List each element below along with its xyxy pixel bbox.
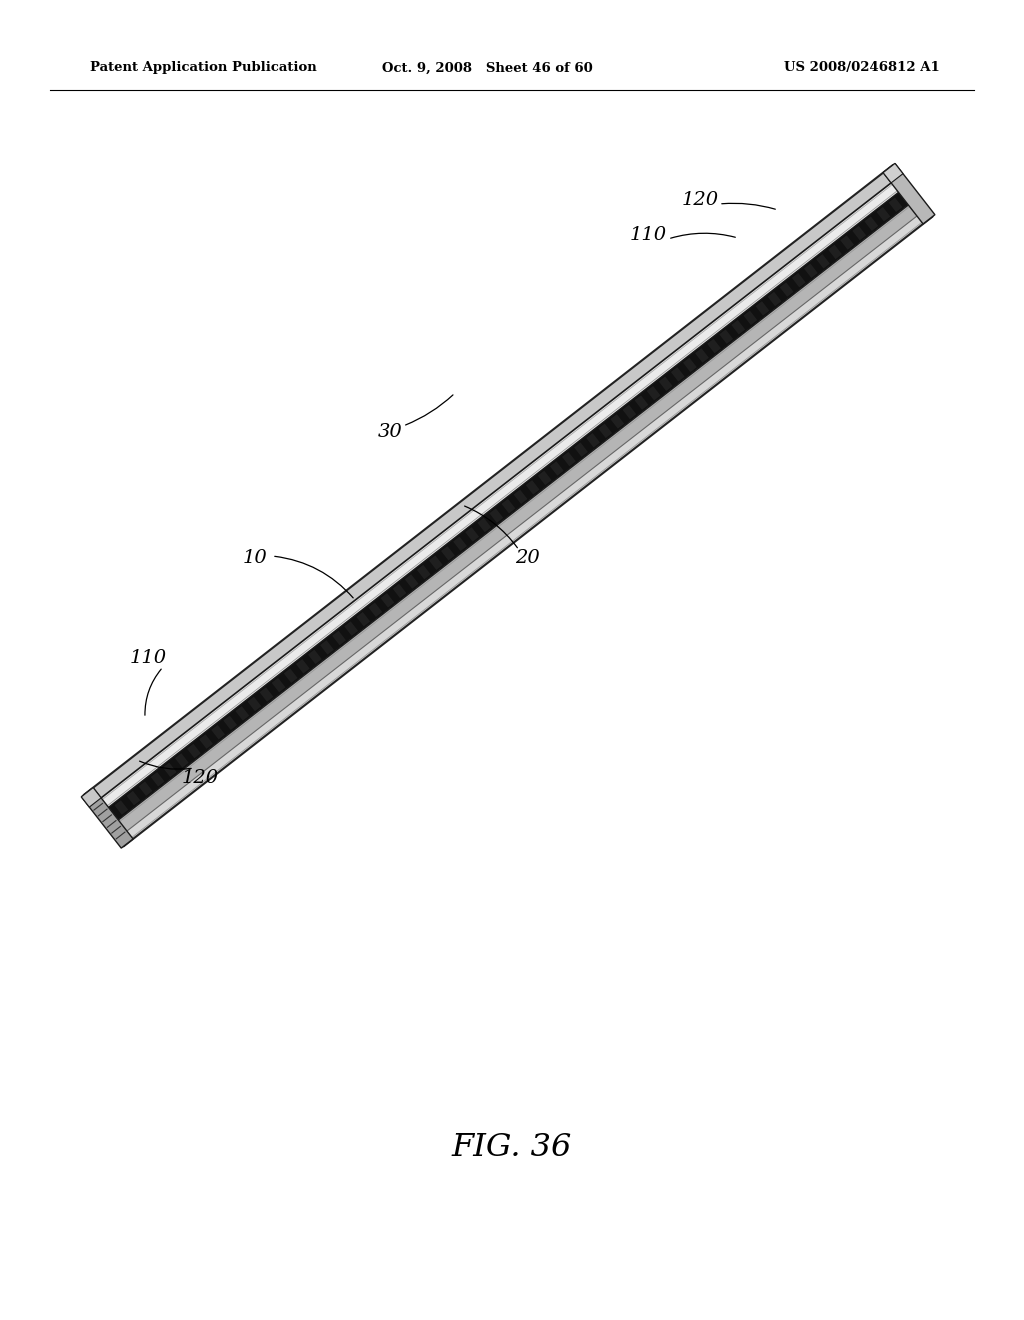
Polygon shape (465, 527, 479, 541)
Polygon shape (454, 537, 467, 550)
Polygon shape (175, 754, 188, 768)
Polygon shape (816, 255, 829, 268)
Polygon shape (151, 772, 165, 787)
Polygon shape (429, 556, 442, 570)
Polygon shape (99, 185, 918, 828)
Polygon shape (477, 517, 492, 532)
Polygon shape (647, 385, 660, 400)
Polygon shape (877, 207, 890, 222)
Text: US 2008/0246812 A1: US 2008/0246812 A1 (784, 62, 940, 74)
Polygon shape (381, 593, 394, 607)
Text: 30: 30 (378, 422, 402, 441)
Polygon shape (804, 264, 818, 279)
Polygon shape (852, 226, 866, 240)
FancyArrowPatch shape (465, 506, 517, 548)
Polygon shape (780, 282, 794, 297)
Polygon shape (841, 235, 854, 249)
Polygon shape (598, 424, 612, 438)
Text: 10: 10 (243, 549, 267, 568)
Polygon shape (550, 461, 563, 475)
Polygon shape (404, 574, 419, 589)
FancyArrowPatch shape (406, 395, 453, 425)
Polygon shape (84, 165, 901, 805)
Polygon shape (719, 330, 733, 343)
Polygon shape (768, 292, 781, 306)
Polygon shape (127, 791, 140, 805)
Polygon shape (828, 244, 842, 259)
Polygon shape (562, 451, 575, 466)
FancyArrowPatch shape (671, 234, 735, 238)
Text: 110: 110 (630, 226, 667, 244)
Polygon shape (115, 800, 128, 814)
Polygon shape (417, 565, 431, 579)
Polygon shape (81, 788, 101, 807)
Polygon shape (792, 273, 806, 288)
Polygon shape (883, 164, 935, 224)
Text: FIG. 36: FIG. 36 (452, 1133, 572, 1163)
FancyArrowPatch shape (145, 669, 161, 715)
Polygon shape (525, 480, 540, 495)
FancyArrowPatch shape (722, 203, 775, 209)
Text: 120: 120 (181, 770, 218, 787)
Polygon shape (92, 176, 908, 814)
Polygon shape (538, 471, 552, 486)
Text: 120: 120 (681, 191, 719, 209)
Polygon shape (441, 546, 455, 561)
Polygon shape (236, 706, 249, 721)
Polygon shape (502, 499, 515, 513)
Polygon shape (332, 631, 346, 645)
Polygon shape (369, 602, 382, 616)
Polygon shape (163, 763, 176, 777)
Polygon shape (756, 301, 769, 315)
Polygon shape (199, 734, 213, 748)
Polygon shape (284, 668, 298, 682)
Polygon shape (610, 414, 625, 429)
Polygon shape (883, 164, 903, 183)
Polygon shape (671, 367, 685, 381)
Text: Oct. 9, 2008   Sheet 46 of 60: Oct. 9, 2008 Sheet 46 of 60 (382, 62, 592, 74)
Polygon shape (393, 583, 407, 598)
Polygon shape (743, 310, 757, 325)
Polygon shape (731, 319, 745, 334)
Text: Patent Application Publication: Patent Application Publication (90, 62, 316, 74)
Polygon shape (109, 198, 933, 846)
FancyArrowPatch shape (139, 762, 191, 770)
Polygon shape (489, 508, 503, 523)
Polygon shape (223, 715, 237, 730)
Polygon shape (864, 216, 879, 231)
Polygon shape (109, 198, 927, 838)
Polygon shape (211, 725, 225, 739)
Polygon shape (321, 640, 334, 655)
Polygon shape (271, 678, 286, 692)
Polygon shape (138, 781, 153, 796)
Polygon shape (623, 405, 636, 420)
Polygon shape (344, 622, 358, 636)
Text: 20: 20 (515, 549, 540, 568)
Text: 110: 110 (129, 649, 167, 667)
Polygon shape (695, 348, 709, 363)
Polygon shape (889, 198, 902, 213)
Polygon shape (356, 612, 370, 627)
Polygon shape (260, 688, 273, 702)
Polygon shape (248, 697, 261, 711)
Polygon shape (708, 339, 721, 354)
Polygon shape (683, 358, 696, 372)
FancyArrowPatch shape (274, 556, 353, 598)
Polygon shape (514, 490, 527, 504)
Polygon shape (187, 744, 201, 758)
Polygon shape (635, 396, 648, 409)
Polygon shape (296, 659, 309, 673)
Polygon shape (658, 376, 673, 391)
Polygon shape (81, 788, 133, 849)
Polygon shape (587, 433, 600, 447)
Polygon shape (308, 649, 322, 664)
Polygon shape (574, 442, 588, 457)
